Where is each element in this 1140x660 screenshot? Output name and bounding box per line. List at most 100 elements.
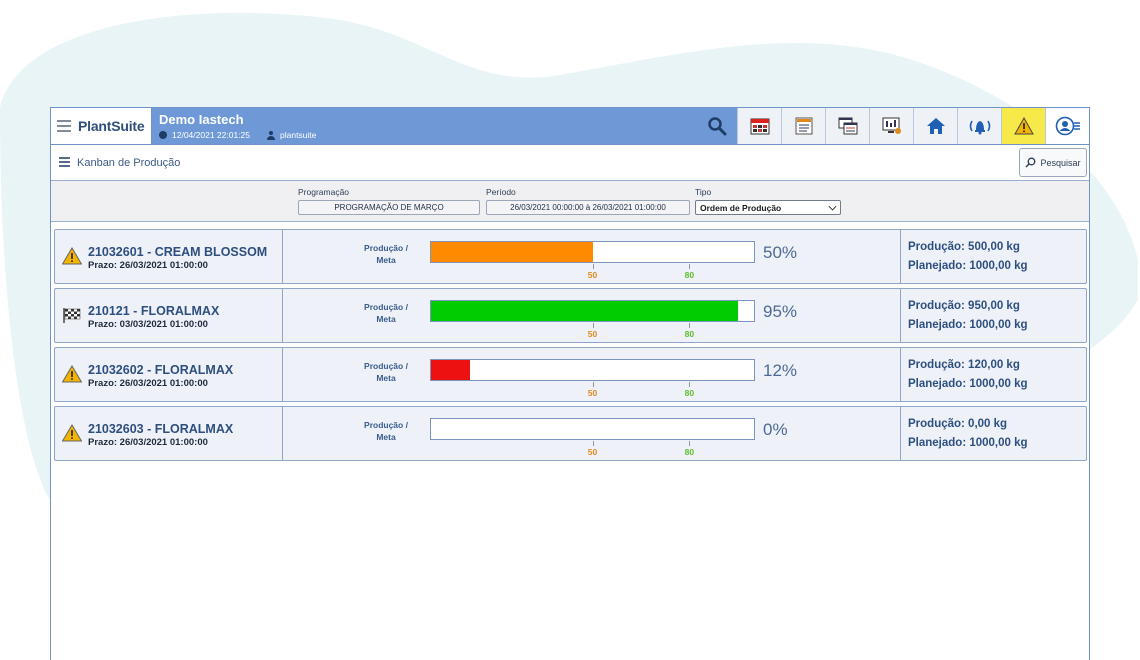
alarm-bell-icon — [969, 120, 990, 135]
clock-icon — [159, 131, 167, 139]
periodo-label: Período — [486, 187, 516, 197]
production-goal-label: Produção / Meta — [355, 360, 417, 384]
current-user: plantsuite — [280, 130, 317, 140]
progress-bar — [430, 359, 755, 381]
progress-bar — [430, 300, 755, 322]
order-info-cell: 21032602 - FLORALMAX Prazo: 26/03/2021 0… — [55, 348, 283, 401]
tick-high-label: 80 — [684, 270, 695, 280]
calendar-grid-button[interactable] — [737, 108, 781, 144]
search-icon — [1025, 157, 1036, 168]
progress-percent: 50% — [763, 243, 798, 262]
order-title: 210121 - FLORALMAX — [88, 304, 220, 318]
tick-low — [592, 264, 594, 269]
order-list: 21032601 - CREAM BLOSSOM Prazo: 26/03/20… — [54, 229, 1087, 465]
home-icon — [926, 118, 945, 134]
order-row[interactable]: 21032603 - FLORALMAX Prazo: 26/03/2021 0… — [54, 406, 1087, 461]
app-title: Demo Iastech — [159, 112, 244, 127]
progress-bar — [430, 241, 755, 263]
planned-amount: Planejado: 1000,00 kg — [908, 437, 1028, 449]
order-row[interactable]: 210121 - FLORALMAX Prazo: 03/03/2021 01:… — [54, 288, 1087, 343]
planned-amount: Planejado: 1000,00 kg — [908, 378, 1028, 390]
order-deadline: Prazo: 26/03/2021 01:00:00 — [88, 378, 208, 389]
monitor-chart-button[interactable] — [869, 108, 913, 144]
monitor-chart-icon — [882, 117, 901, 134]
warning-icon — [62, 247, 82, 265]
order-deadline: Prazo: 26/03/2021 01:00:00 — [88, 260, 208, 271]
production-amount: Produção: 500,00 kg — [908, 241, 1020, 253]
order-info-cell: 21032603 - FLORALMAX Prazo: 26/03/2021 0… — [55, 407, 283, 460]
tick-low-label: 50 — [587, 270, 598, 280]
order-totals-cell: Produção: 0,00 kg Planejado: 1000,00 kg — [900, 407, 1086, 460]
order-row[interactable]: 21032601 - CREAM BLOSSOM Prazo: 26/03/20… — [54, 229, 1087, 284]
alarm-button[interactable] — [957, 108, 1001, 144]
progress-percent: 12% — [763, 361, 798, 380]
warnings-button[interactable] — [1001, 108, 1045, 144]
search-button-label: Pesquisar — [1040, 157, 1081, 168]
windows-icon — [838, 117, 857, 135]
planned-amount: Planejado: 1000,00 kg — [908, 260, 1028, 272]
production-goal-label-line2: Meta — [376, 255, 396, 265]
tick-high — [689, 441, 691, 446]
calendar-grid-icon — [750, 118, 769, 135]
page-header: Kanban de Produção Pesquisar — [51, 144, 1089, 181]
windows-button[interactable] — [825, 108, 869, 144]
home-button[interactable] — [913, 108, 957, 144]
app-logo: PlantSuite — [78, 118, 145, 134]
user-menu-icon — [1055, 116, 1080, 136]
list-report-button[interactable] — [781, 108, 825, 144]
session-meta: 12/04/2021 22:01:25 plantsuite — [159, 130, 316, 140]
tick-high-label: 80 — [684, 388, 695, 398]
production-goal-label-line2: Meta — [376, 373, 396, 383]
order-info-cell: 21032601 - CREAM BLOSSOM Prazo: 26/03/20… — [55, 230, 283, 283]
production-goal-label-line1: Produção / — [364, 361, 408, 371]
progress-bar-fill — [431, 360, 470, 380]
tick-high-label: 80 — [684, 329, 695, 339]
hamburger-menu-icon[interactable] — [57, 120, 71, 132]
production-goal-label-line1: Produção / — [364, 420, 408, 430]
tick-low-label: 50 — [587, 329, 598, 339]
order-totals-cell: Produção: 950,00 kg Planejado: 1000,00 k… — [900, 289, 1086, 342]
planned-amount: Planejado: 1000,00 kg — [908, 319, 1028, 331]
order-totals-cell: Produção: 120,00 kg Planejado: 1000,00 k… — [900, 348, 1086, 401]
warning-icon — [62, 424, 82, 442]
tick-low — [592, 323, 594, 328]
order-totals-cell: Produção: 500,00 kg Planejado: 1000,00 k… — [900, 230, 1086, 283]
production-amount: Produção: 120,00 kg — [908, 359, 1020, 371]
periodo-field[interactable]: 26/03/2021 00:00:00 à 26/03/2021 01:00:0… — [486, 200, 690, 215]
top-bar: PlantSuite Demo Iastech 12/04/2021 22:01… — [51, 108, 1089, 144]
app-window: PlantSuite Demo Iastech 12/04/2021 22:01… — [50, 107, 1090, 660]
tick-low — [592, 382, 594, 387]
order-row[interactable]: 21032602 - FLORALMAX Prazo: 26/03/2021 0… — [54, 347, 1087, 402]
filter-bar: Programação PROGRAMAÇÃO DE MARÇO Período… — [51, 181, 1089, 222]
tick-low-label: 50 — [587, 388, 598, 398]
title-bar: Demo Iastech 12/04/2021 22:01:25 plantsu… — [152, 108, 737, 144]
user-menu-button[interactable] — [1045, 108, 1089, 144]
production-goal-label-line1: Produção / — [364, 243, 408, 253]
progress-bar — [430, 418, 755, 440]
list-report-icon — [795, 117, 812, 135]
progress-bar-fill — [431, 242, 593, 262]
production-goal-label-line2: Meta — [376, 314, 396, 324]
warning-icon — [62, 365, 82, 383]
order-info-cell: 210121 - FLORALMAX Prazo: 03/03/2021 01:… — [55, 289, 283, 342]
tick-low-label: 50 — [587, 447, 598, 457]
tick-high — [689, 264, 691, 269]
search-icon[interactable] — [707, 116, 727, 136]
production-goal-label: Produção / Meta — [355, 242, 417, 266]
tick-low — [592, 441, 594, 446]
search-button[interactable]: Pesquisar — [1019, 148, 1087, 177]
tick-high — [689, 382, 691, 387]
user-icon — [267, 130, 275, 140]
finish-flag-icon — [63, 308, 81, 323]
tipo-select-value: Ordem de Produção — [700, 202, 782, 213]
programacao-label: Programação — [298, 187, 350, 197]
production-goal-label-line1: Produção / — [364, 302, 408, 312]
production-goal-label: Produção / Meta — [355, 301, 417, 325]
order-title: 21032603 - FLORALMAX — [88, 422, 234, 436]
programacao-field[interactable]: PROGRAMAÇÃO DE MARÇO — [298, 200, 480, 215]
tipo-select[interactable]: Ordem de Produção — [695, 200, 841, 215]
page-title: Kanban de Produção — [77, 157, 181, 169]
order-deadline: Prazo: 03/03/2021 01:00:00 — [88, 319, 208, 330]
production-amount: Produção: 0,00 kg — [908, 418, 1008, 430]
kanban-icon — [59, 157, 70, 167]
